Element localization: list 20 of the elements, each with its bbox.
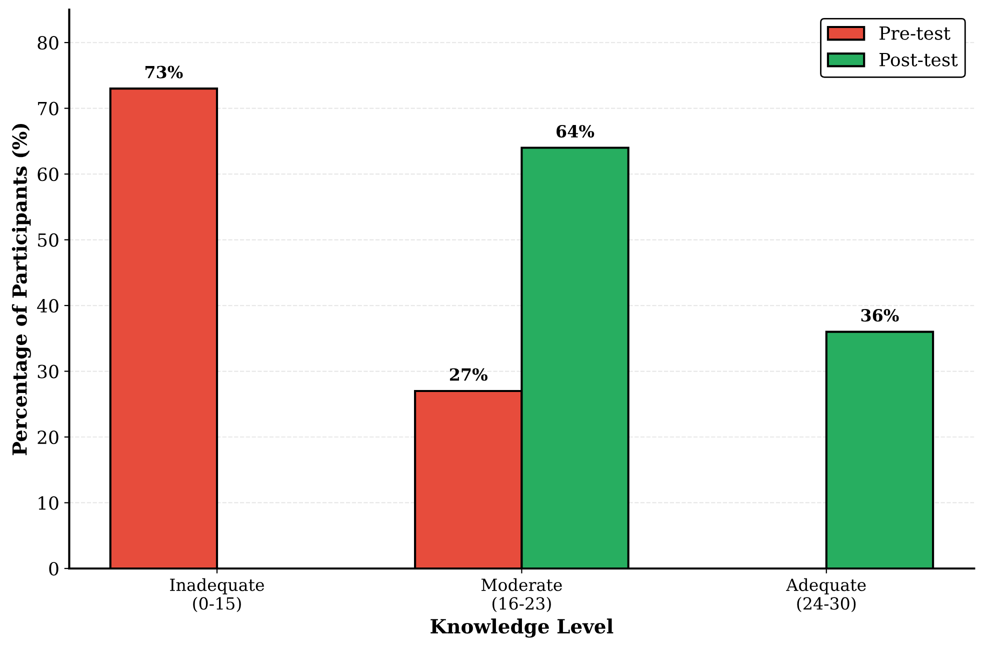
y-tick-label: 60 — [38, 168, 58, 182]
y-tick-label: 0 — [49, 562, 58, 576]
y-tick-label: 50 — [38, 233, 58, 247]
y-tick-label: 40 — [37, 298, 58, 313]
data-label: 64% — [556, 124, 594, 138]
x-axis-title: Knowledge Level — [430, 618, 614, 638]
x-tick-label: Adequate (24-30) — [786, 578, 866, 612]
y-axis-title: Percentage of Participants (%) — [12, 124, 31, 456]
data-label: 36% — [861, 309, 899, 322]
data-label: 27% — [450, 368, 488, 381]
y-tick-label: 30 — [38, 364, 58, 378]
x-tick-label: Moderate (16-23) — [481, 578, 562, 612]
y-tick-label: 70 — [38, 102, 58, 116]
data-label: 73% — [145, 66, 183, 78]
y-tick-label: 20 — [38, 430, 58, 444]
x-tick-label: Inadequate (0-15) — [170, 578, 264, 612]
y-tick-label: 80 — [38, 36, 58, 50]
legend-label: Pre-test — [880, 26, 950, 40]
y-tick-label: 10 — [38, 496, 58, 510]
legend-label: Post-test — [880, 53, 958, 66]
